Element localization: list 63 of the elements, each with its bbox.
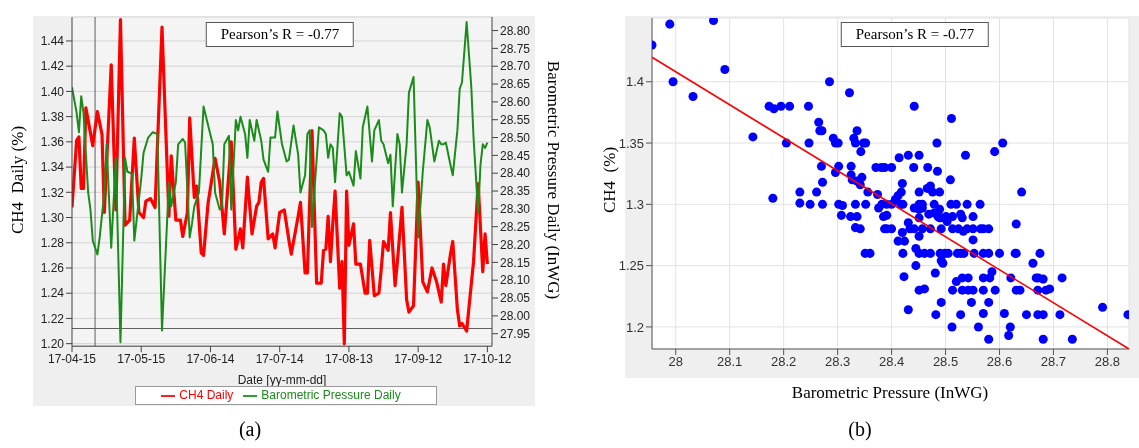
y-tick-label: 1.3 (625, 196, 644, 212)
y2-tick-label: 28.60 (500, 95, 531, 110)
y2-tick-label: 28.45 (500, 148, 531, 163)
y-tick-label: 1.28 (40, 236, 65, 251)
y2-tick-label: 28.25 (500, 219, 531, 234)
y-tick-label: 1.22 (40, 311, 65, 326)
annotation: Pearson’s R = -0.77 (205, 22, 355, 47)
legend-label: CH4 Daily (179, 388, 234, 403)
y-tick-label: 1.38 (40, 109, 65, 124)
y2-tick-label: 27.95 (500, 326, 531, 341)
x-tick-label: 28.1 (717, 354, 743, 370)
y2-tick-label: 28.50 (500, 130, 531, 145)
y2-tick-label: 28.05 (500, 291, 531, 306)
x-tick-label: 17-05-15 (117, 351, 166, 366)
y2-tick-label: 28.00 (500, 309, 531, 324)
y2-tick-label: 28.20 (500, 237, 531, 252)
y2-tick-label: 28.55 (500, 112, 531, 127)
y-tick-label: 1.25 (618, 258, 644, 274)
x-axis-title: Barometric Pressure (InWG) (791, 383, 989, 403)
y2-tick-label: 28.40 (500, 166, 531, 181)
y-tick-label: 1.35 (618, 135, 644, 151)
y-tick-label: 1.44 (40, 34, 65, 49)
text: (a) (238, 418, 262, 441)
x-tick-label: 17-10-12 (463, 351, 512, 366)
x-tick-label: 17-08-13 (324, 351, 374, 366)
x-tick-label: 28.5 (932, 354, 959, 370)
x-tick-label: 28.6 (986, 354, 1013, 370)
x-tick-label: 17-06-14 (186, 351, 235, 366)
y2-tick-label: 28.10 (500, 273, 531, 288)
y2-tick-label: 28.35 (500, 184, 531, 199)
y-tick-label: 1.30 (40, 210, 65, 225)
x-tick-label: 28.7 (1040, 354, 1067, 370)
y2-tick-label: 28.80 (500, 23, 531, 38)
x-tick-label: 28.8 (1094, 354, 1121, 370)
x-tick-label: 28.3 (824, 354, 851, 370)
y-axis-title: CH4 (%) (600, 146, 620, 214)
y-tick-label: 1.36 (40, 135, 65, 150)
y2-axis-title: Barometric Pressure Daily (InWG) (543, 60, 563, 300)
y2-tick-label: 28.30 (500, 202, 531, 217)
x-tick-label: 17-09-12 (394, 351, 443, 366)
x-tick-label: 17-04-15 (47, 351, 97, 366)
x-tick-label: 28 (668, 354, 683, 370)
x-tick-label: 28.4 (878, 354, 905, 370)
y-tick-label: 1.34 (40, 160, 65, 175)
legend-label: Barometric Pressure Daily (261, 388, 401, 403)
x-tick-label: 17-07-14 (255, 351, 305, 366)
y-tick-label: 1.24 (40, 286, 65, 301)
y-tick-label: 1.32 (40, 185, 65, 200)
y2-tick-label: 28.65 (500, 77, 531, 92)
y-tick-label: 1.2 (625, 319, 644, 335)
y-tick-label: 1.26 (40, 261, 65, 276)
text: (b) (848, 418, 872, 441)
y-tick-label: 1.42 (40, 59, 65, 74)
x-axis-title: Date [yy-mm-dd] (237, 373, 327, 388)
y-axis-title: CH4 Daily (%) (8, 125, 28, 235)
y2-tick-label: 28.70 (500, 59, 531, 74)
y2-tick-label: 28.75 (500, 41, 531, 56)
y-tick-label: 1.20 (40, 336, 65, 351)
annotation: Pearson’s R = -0.77 (840, 22, 990, 47)
y-tick-label: 1.40 (40, 84, 65, 99)
x-tick-label: 28.2 (771, 354, 797, 370)
y-tick-label: 1.4 (625, 74, 644, 90)
y2-tick-label: 28.15 (500, 255, 531, 270)
